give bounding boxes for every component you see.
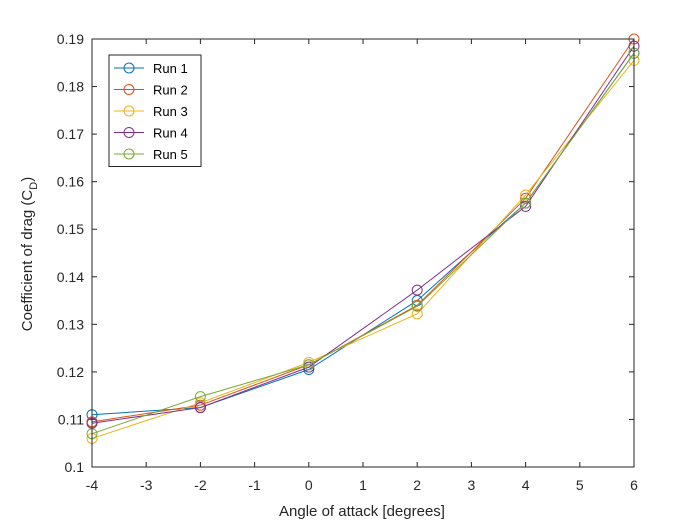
- y-tick-label: 0.15: [57, 221, 84, 237]
- series-line: [91, 52, 635, 435]
- legend-label: Run 3: [153, 104, 188, 119]
- x-axis-title: Angle of attack [degrees]: [279, 503, 445, 520]
- series-line: [91, 45, 635, 424]
- x-tick-label: -3: [140, 477, 153, 493]
- legend-item: Run 1: [114, 61, 188, 76]
- y-axis-title: Coefficient of drag (CD): [19, 177, 40, 331]
- legend-label: Run 1: [153, 61, 188, 76]
- data-point: [194, 402, 206, 414]
- legend-item: Run 5: [114, 147, 188, 162]
- legend-item: Run 3: [114, 104, 188, 119]
- y-axis-title-main: Coefficient of drag (C: [19, 190, 36, 332]
- x-tick-label: -2: [194, 477, 207, 493]
- y-tick-label: 0.13: [57, 316, 84, 332]
- data-point: [411, 300, 423, 312]
- y-tick-label: 0.12: [57, 364, 84, 380]
- x-tick-label: 5: [576, 477, 584, 493]
- x-tick-label: 6: [630, 477, 638, 493]
- x-tick-label: 4: [522, 477, 530, 493]
- x-tick-label: -4: [86, 477, 99, 493]
- series-4: [86, 40, 640, 429]
- legend-label: Run 5: [153, 147, 188, 162]
- series-5: [86, 47, 640, 440]
- y-axis-title-close: ): [19, 177, 36, 182]
- x-tick-label: 2: [413, 477, 421, 493]
- series-line: [91, 60, 635, 439]
- legend-item: Run 4: [114, 126, 188, 141]
- x-tick-label: -1: [248, 477, 261, 493]
- data-point: [194, 391, 206, 403]
- x-tick-label: 1: [359, 477, 367, 493]
- y-tick-label: 0.17: [57, 126, 84, 142]
- data-point: [303, 361, 315, 373]
- legend-marker: [123, 127, 135, 138]
- y-tick-label: 0.16: [57, 174, 84, 190]
- data-point: [520, 200, 532, 212]
- y-tick-label: 0.1: [65, 459, 85, 475]
- legend-marker: [123, 105, 135, 117]
- legend-marker: [123, 148, 135, 160]
- legend-item: Run 2: [114, 83, 188, 98]
- series-layer: [86, 33, 640, 444]
- y-tick-label: 0.19: [57, 31, 84, 47]
- x-tick-label: 3: [468, 477, 476, 493]
- data-point: [520, 197, 532, 209]
- legend-marker: [123, 62, 135, 74]
- axes-frame: [91, 38, 635, 468]
- legend-label: Run 2: [153, 83, 188, 98]
- y-tick-label: 0.14: [57, 269, 84, 285]
- data-point: [303, 359, 315, 371]
- legend: Run 1 Run 2 Run 3 Run 4 Run 5: [108, 54, 202, 167]
- tick-labels: -4 -3 -2 -1 0 1 2 3 4 5 6 0.1 0.11 0.12 0.13 0.14 0.15 0.…: [57, 31, 638, 493]
- data-point: [520, 189, 532, 201]
- x-tick-label: 0: [305, 477, 313, 493]
- y-tick-label: 0.11: [58, 411, 84, 427]
- legend-marker: [123, 84, 135, 95]
- y-axis-title-subscript: D: [28, 182, 40, 190]
- axes-box: [91, 38, 635, 468]
- y-tick-label: 0.18: [57, 79, 84, 95]
- legend-label: Run 4: [153, 126, 188, 141]
- data-point: [411, 308, 423, 320]
- data-point: [411, 284, 423, 296]
